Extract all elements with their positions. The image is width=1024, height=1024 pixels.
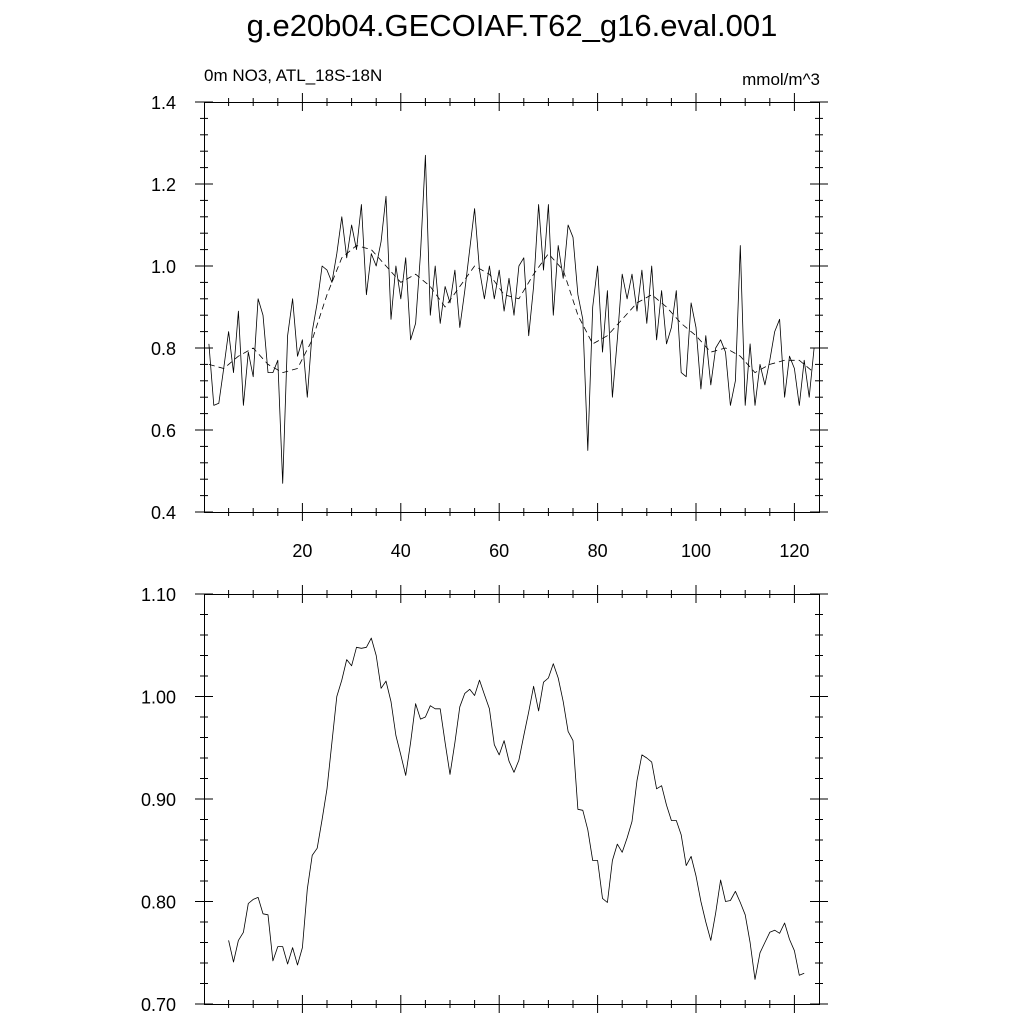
plot-frame-bottom	[204, 594, 820, 1005]
y-tick-label: 1.2	[151, 175, 176, 195]
x-tick-label: 80	[588, 541, 608, 561]
y-tick-label: 0.70	[141, 995, 176, 1015]
y-tick-label: 0.90	[141, 790, 176, 810]
y-tick-label: 0.80	[141, 893, 176, 913]
y-tick-label: 0.8	[151, 339, 176, 359]
y-tick-label: 0.6	[151, 421, 176, 441]
y-tick-label: 1.0	[151, 257, 176, 277]
series-line-dashed	[208, 245, 815, 374]
x-tick-label: 20	[292, 541, 312, 561]
variable-label: 0m NO3, ATL_18S-18N	[204, 66, 383, 85]
series-line-solid	[208, 154, 815, 484]
y-tick-label: 1.00	[141, 688, 176, 708]
x-tick-label: 40	[391, 541, 411, 561]
x-tick-label: 120	[779, 541, 809, 561]
y-tick-label: 1.10	[141, 585, 176, 605]
y-tick-label: 1.4	[151, 93, 176, 113]
x-tick-label: 60	[489, 541, 509, 561]
plot-frame-top	[204, 102, 820, 513]
series-line-solid	[228, 637, 805, 980]
x-tick-label: 100	[681, 541, 711, 561]
chart-title: g.e20b04.GECOIAF.T62_g16.eval.001	[246, 8, 778, 43]
y-tick-label: 0.4	[151, 503, 176, 523]
units-label: mmol/m^3	[742, 70, 820, 89]
